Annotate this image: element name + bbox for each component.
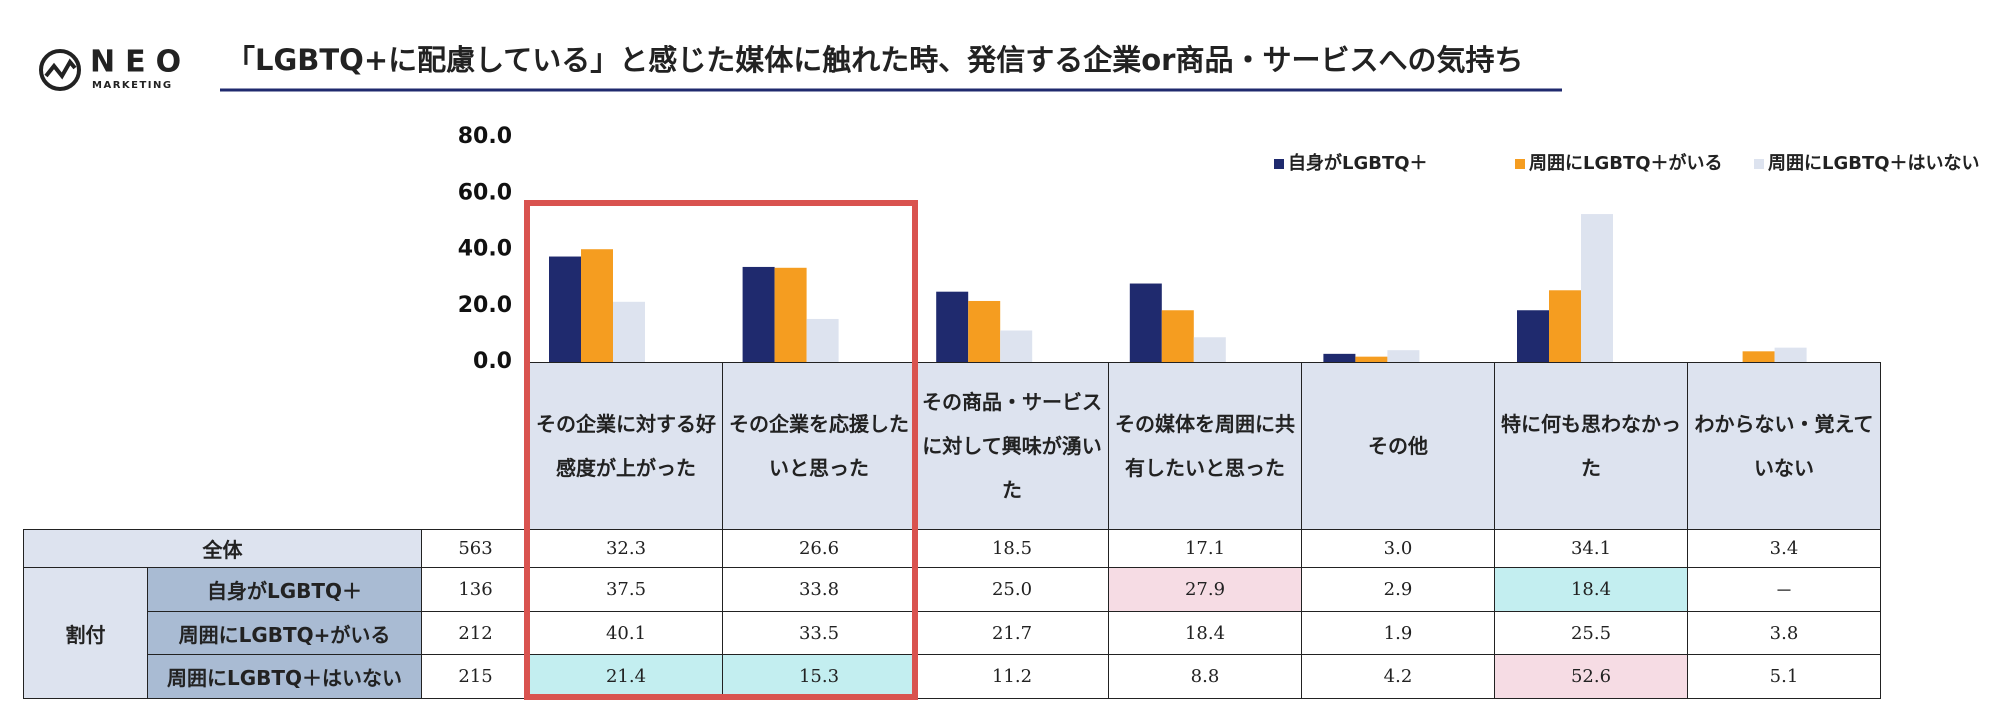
table-cell: 26.6	[722, 529, 916, 568]
group-label: 割付	[23, 567, 148, 699]
logo-mark	[44, 58, 77, 80]
table-cell: 5.1	[1687, 654, 1881, 699]
table-cell: 18.4	[1108, 611, 1302, 655]
y-tick-label: 0.0	[473, 349, 512, 374]
logo-mark	[39, 49, 81, 91]
table-cell: －	[1687, 567, 1881, 612]
table-cell: 33.8	[722, 567, 916, 612]
data-table: その企業に対する好感度が上がった その企業を応援したいと思った その商品・サービスに…	[23, 362, 1881, 699]
table-cell: 18.4	[1494, 567, 1688, 612]
legend-label: 自身がLGBTQ＋	[1288, 152, 1428, 174]
table-cell: 8.8	[1108, 654, 1302, 699]
sample-size: 136	[421, 567, 530, 612]
bar	[1000, 330, 1033, 362]
row-label: 自身がLGBTQ＋	[147, 567, 422, 612]
y-tick-label: 20.0	[458, 293, 512, 318]
logo-sub: MARKETING	[92, 80, 173, 91]
bar	[968, 300, 1001, 362]
legend-swatch	[1754, 159, 1764, 169]
highlight-frame	[524, 200, 918, 700]
bar	[1517, 310, 1549, 362]
bar	[1323, 353, 1356, 362]
bar	[1742, 351, 1775, 362]
bar	[1129, 283, 1162, 362]
bar	[774, 267, 807, 362]
category-header: 特に何も思わなかった	[1494, 362, 1688, 530]
logo: NEO MARKETING	[39, 45, 191, 91]
bar	[549, 256, 581, 362]
table-cell: 37.5	[529, 567, 723, 612]
table-cell: 1.9	[1301, 611, 1495, 655]
table-cell: 2.9	[1301, 567, 1495, 612]
legend-label: 周囲にLGBTQ＋がいる	[1529, 152, 1723, 174]
table-cell: 3.4	[1687, 529, 1881, 568]
bar	[1387, 350, 1420, 362]
table-cell: 25.0	[915, 567, 1109, 612]
bar	[613, 301, 645, 362]
legend-label: 周囲にLGBTQ＋はいない	[1768, 153, 1980, 174]
logo-name: NEO	[90, 45, 191, 80]
bar	[1161, 310, 1194, 362]
y-tick-label: 40.0	[458, 237, 512, 262]
category-header: その企業を応援したいと思った	[722, 362, 916, 530]
table-cell: 21.4	[529, 654, 723, 699]
chart-title: 「LGBTQ+に配慮している」と感じた媒体に触れた時、発信する企業or商品・サー…	[226, 43, 1523, 77]
bar	[806, 318, 839, 362]
table-cell: 25.5	[1494, 611, 1688, 655]
category-header: その媒体を周囲に共有したいと思った	[1108, 362, 1302, 530]
row-label: 周囲にLGBTQ+がいる	[147, 611, 422, 655]
table-cell: 11.2	[915, 654, 1109, 699]
bar	[742, 266, 775, 362]
category-header: その他	[1301, 362, 1495, 530]
table-cell: 17.1	[1108, 529, 1302, 568]
sample-size: 212	[421, 611, 530, 655]
category-header: わからない・覚えていない	[1687, 362, 1881, 530]
bar	[1193, 337, 1226, 362]
bar	[581, 249, 613, 362]
bar	[1355, 356, 1388, 362]
y-tick-label: 60.0	[458, 180, 512, 205]
table-cell: 52.6	[1494, 654, 1688, 699]
y-tick-label: 80.0	[458, 124, 512, 149]
row-label: 周囲にLGBTQ＋はいない	[147, 654, 422, 699]
bar	[936, 291, 969, 362]
legend-swatch	[1515, 159, 1525, 169]
category-header: その商品・サービスに対して興味が湧いた	[915, 362, 1109, 530]
sample-size: 563	[421, 529, 530, 568]
table-cell: 15.3	[722, 654, 916, 699]
table-cell: 32.3	[529, 529, 723, 568]
row-label: 全体	[23, 529, 422, 568]
bar	[1774, 347, 1807, 362]
legend-swatch	[1274, 159, 1284, 169]
bar	[1549, 290, 1581, 362]
sample-size: 215	[421, 654, 530, 699]
table-cell: 4.2	[1301, 654, 1495, 699]
bar	[1581, 214, 1613, 362]
category-header: その企業に対する好感度が上がった	[529, 362, 723, 530]
